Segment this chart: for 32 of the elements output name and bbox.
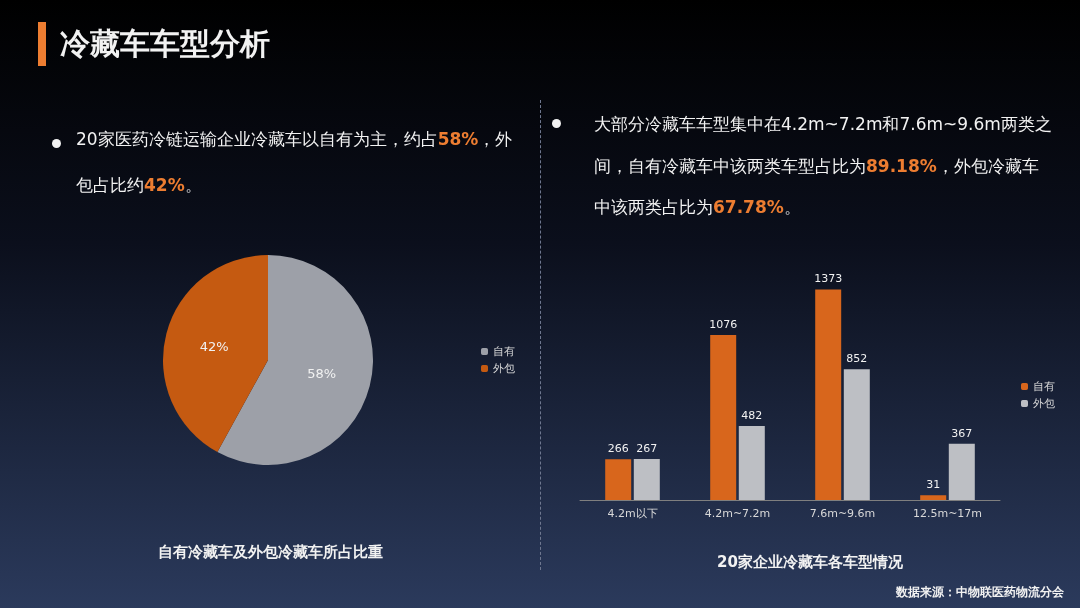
text: 冷藏车车型分析 xyxy=(60,25,270,63)
text: 自有冷藏车及外包冷藏车所占比重 xyxy=(156,543,384,562)
bar xyxy=(633,459,660,500)
data-label: 267 xyxy=(636,442,658,456)
data-label: 482 xyxy=(741,409,763,423)
data-label: 852 xyxy=(846,352,868,366)
bar xyxy=(605,459,632,500)
data-label: 31 xyxy=(926,478,941,492)
text: 20家医药冷链运输企业冷藏车以自有为主，约占58%，外包占比约42%。 xyxy=(76,129,513,195)
bar xyxy=(920,495,947,500)
bar xyxy=(843,369,870,500)
bar xyxy=(948,443,975,500)
data-label: 58% xyxy=(307,366,337,382)
bar xyxy=(710,335,737,500)
legend-label: 自有 xyxy=(1033,380,1055,393)
legend-label: 自有 xyxy=(493,345,515,358)
x-tick-label: 12.5m~17m xyxy=(912,507,983,520)
bar xyxy=(815,289,842,500)
data-label: 367 xyxy=(951,426,973,440)
x-tick-label: 4.2m以下 xyxy=(607,507,658,520)
legend-label: 外包 xyxy=(1033,397,1055,410)
data-label: 42% xyxy=(199,338,229,354)
data-label: 1373 xyxy=(814,272,843,286)
data-label: 1076 xyxy=(709,318,738,332)
text: 大部分冷藏车车型集中在4.2m~7.2m和7.6m~9.6m两类之间，自有冷藏车中该两类车型占比为89.18%，外包冷藏车中该两类占比为67.78%。 xyxy=(594,114,1052,218)
source-note: 数据来源：中物联医药物流分会 xyxy=(896,584,1064,601)
x-tick-label: 4.2m~7.2m xyxy=(704,507,771,520)
data-label: 266 xyxy=(607,442,629,456)
bar xyxy=(738,426,765,500)
x-tick-label: 7.6m~9.6m xyxy=(809,507,876,520)
legend-label: 外包 xyxy=(493,362,515,375)
text: 20家企业冷藏车各车型情况 xyxy=(716,553,904,572)
